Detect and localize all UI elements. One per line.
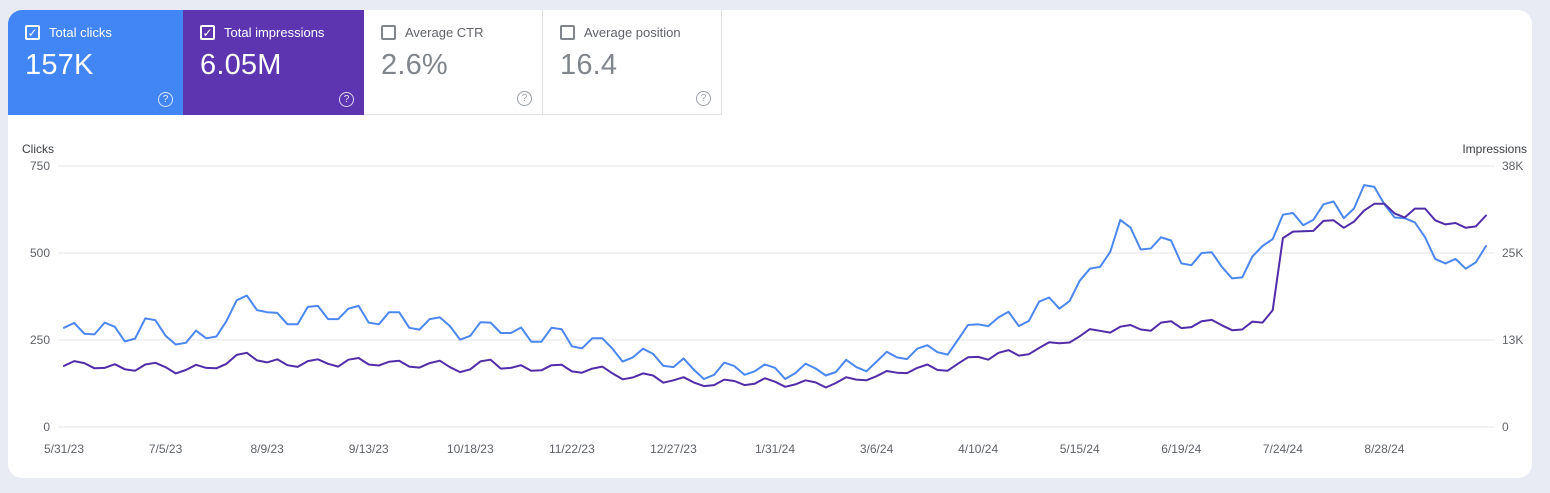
svg-text:25K: 25K	[1502, 246, 1523, 260]
x-axis-ticks: 5/31/23 7/5/23 8/9/23 9/13/23 10/18/23 11/22/…	[44, 442, 1405, 456]
svg-text:0: 0	[1502, 420, 1509, 434]
svg-text:38K: 38K	[1502, 159, 1523, 173]
checkbox-total-impressions[interactable]: ✓	[200, 25, 215, 40]
svg-text:250: 250	[30, 333, 50, 347]
checkbox-average-position[interactable]	[560, 25, 575, 40]
left-axis-title: Clicks	[22, 142, 54, 156]
help-icon[interactable]: ?	[339, 92, 354, 107]
svg-text:7/24/24: 7/24/24	[1263, 442, 1303, 456]
svg-text:8/9/23: 8/9/23	[250, 442, 284, 456]
checkbox-average-ctr[interactable]	[381, 25, 396, 40]
checkbox-total-clicks[interactable]: ✓	[25, 25, 40, 40]
series-line-total-impressions	[63, 202, 1487, 389]
svg-text:0: 0	[43, 420, 50, 434]
chart-series-lines	[63, 184, 1487, 389]
svg-text:5/31/23: 5/31/23	[44, 442, 84, 456]
chart-canvas: Clicks Impressions 750 500 250 0 38K 25K 13K 0…	[22, 142, 1527, 456]
card-total-clicks[interactable]: ✓ Total clicks 157K ?	[8, 10, 183, 115]
svg-text:4/10/24: 4/10/24	[958, 442, 998, 456]
card-average-position[interactable]: Average position 16.4 ?	[543, 10, 722, 115]
help-icon[interactable]: ?	[696, 91, 711, 106]
svg-text:9/13/23: 9/13/23	[349, 442, 389, 456]
svg-text:10/18/23: 10/18/23	[447, 442, 494, 456]
svg-text:3/6/24: 3/6/24	[860, 442, 894, 456]
card-average-ctr[interactable]: Average CTR 2.6% ?	[364, 10, 543, 115]
card-value: 157K	[25, 49, 94, 81]
svg-text:500: 500	[30, 246, 50, 260]
help-icon[interactable]: ?	[158, 92, 173, 107]
performance-panel: ✓ Total clicks 157K ? ✓ Total impression…	[8, 10, 1532, 478]
svg-text:5/15/24: 5/15/24	[1060, 442, 1100, 456]
chart-gridlines	[58, 165, 1495, 428]
svg-text:11/22/23: 11/22/23	[549, 442, 595, 456]
left-axis-ticks: 750 500 250 0	[30, 159, 50, 434]
series-line-total-clicks	[63, 184, 1487, 380]
card-value: 2.6%	[381, 49, 448, 81]
right-axis-ticks: 38K 25K 13K 0	[1502, 159, 1523, 434]
card-value: 16.4	[560, 49, 618, 81]
card-label: Average position	[584, 25, 681, 40]
svg-text:1/31/24: 1/31/24	[755, 442, 795, 456]
svg-text:7/5/23: 7/5/23	[149, 442, 183, 456]
svg-text:12/27/23: 12/27/23	[650, 442, 697, 456]
svg-text:750: 750	[30, 159, 50, 173]
svg-text:8/28/24: 8/28/24	[1364, 442, 1404, 456]
metric-cards-row: ✓ Total clicks 157K ? ✓ Total impression…	[8, 10, 1532, 115]
help-icon[interactable]: ?	[517, 91, 532, 106]
right-axis-title: Impressions	[1462, 142, 1527, 156]
card-label: Total impressions	[224, 25, 325, 40]
svg-text:13K: 13K	[1502, 333, 1523, 347]
performance-chart: Clicks Impressions 750 500 250 0 38K 25K 13K 0…	[8, 115, 1532, 478]
card-total-impressions[interactable]: ✓ Total impressions 6.05M ?	[183, 10, 364, 115]
card-label: Total clicks	[49, 25, 112, 40]
card-value: 6.05M	[200, 49, 282, 81]
card-label: Average CTR	[405, 25, 484, 40]
svg-text:6/19/24: 6/19/24	[1161, 442, 1201, 456]
